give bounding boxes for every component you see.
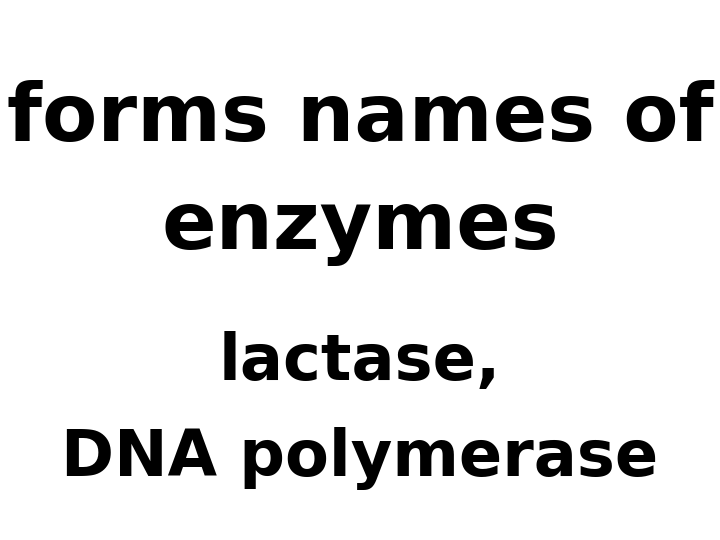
- Text: lactase,: lactase,: [219, 331, 501, 393]
- Text: DNA polymerase: DNA polymerase: [61, 428, 659, 490]
- Text: forms names of: forms names of: [6, 80, 714, 158]
- Text: enzymes: enzymes: [161, 188, 559, 266]
